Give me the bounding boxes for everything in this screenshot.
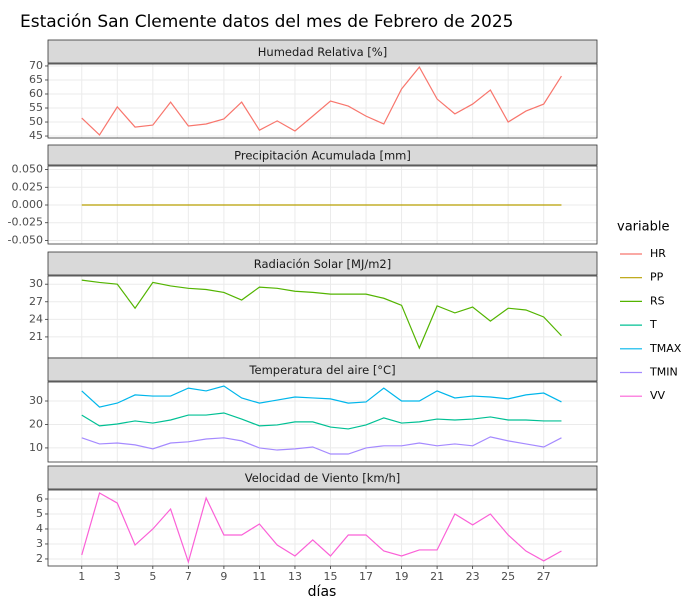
data-line	[81, 279, 562, 350]
legend-title: variable	[617, 220, 669, 235]
data-line	[81, 412, 562, 430]
panel-border	[47, 63, 598, 139]
data-line	[81, 492, 562, 564]
y-tick-label: -0.025	[8, 216, 43, 229]
y-tick-label: 0.050	[12, 163, 44, 176]
y-tick-label: 45	[29, 129, 43, 142]
y-tick-label: 2	[36, 552, 43, 565]
panel-background	[48, 64, 597, 138]
x-tick-label: 3	[114, 570, 121, 583]
y-tick-label: 55	[29, 101, 43, 114]
x-tick-label: 21	[430, 570, 444, 583]
legend-label: T	[649, 318, 657, 331]
y-tick-label: 60	[29, 87, 43, 100]
legend-label: RS	[650, 294, 665, 307]
x-tick-label: 23	[466, 570, 480, 583]
x-tick-label: 15	[323, 570, 337, 583]
x-tick-label: 13	[288, 570, 302, 583]
y-tick-label: 20	[29, 417, 43, 430]
x-tick-label: 5	[149, 570, 156, 583]
x-tick-label: 19	[395, 570, 409, 583]
panel-background	[48, 490, 597, 566]
legend-label: VV	[650, 389, 666, 402]
y-tick-label: 27	[29, 295, 43, 308]
data-line	[81, 385, 562, 408]
legend-label: HR	[650, 247, 666, 260]
strip-title: Radiación Solar [MJ/m2]	[254, 257, 391, 271]
y-tick-label: 5	[36, 507, 43, 520]
y-tick-label: 65	[29, 73, 43, 86]
chart-title: Estación San Clemente datos del mes de F…	[20, 12, 513, 32]
y-tick-label: 3	[36, 537, 43, 550]
y-tick-label: 10	[29, 441, 43, 454]
y-tick-label: 21	[29, 330, 43, 343]
y-tick-label: -0.050	[8, 233, 43, 246]
strip-title: Velocidad de Viento [km/h]	[245, 471, 401, 485]
strip-title: Temperatura del aire [°C]	[248, 363, 395, 377]
data-line	[81, 66, 562, 136]
y-tick-label: 0.025	[12, 180, 44, 193]
y-tick-label: 24	[29, 312, 43, 325]
x-tick-label: 25	[501, 570, 515, 583]
x-axis-title: días	[308, 584, 337, 598]
panel-background	[48, 276, 597, 358]
x-tick-label: 7	[185, 570, 192, 583]
x-tick-label: 27	[537, 570, 551, 583]
y-tick-label: 30	[29, 277, 43, 290]
legend-label: TMIN	[649, 366, 678, 379]
x-tick-label: 11	[252, 570, 266, 583]
strip	[47, 39, 598, 64]
strip	[47, 251, 598, 276]
data-line	[81, 436, 562, 455]
x-tick-label: 9	[220, 570, 227, 583]
legend-label: PP	[650, 271, 664, 284]
panel-border	[47, 381, 598, 463]
y-tick-label: 50	[29, 115, 43, 128]
strip-title: Humedad Relativa [%]	[258, 45, 387, 59]
y-tick-label: 6	[36, 492, 43, 505]
panel-border	[47, 489, 598, 567]
strip-title: Precipitación Acumulada [mm]	[234, 149, 411, 163]
y-tick-label: 30	[29, 394, 43, 407]
y-tick-label: 0.000	[12, 198, 44, 211]
x-tick-label: 17	[359, 570, 373, 583]
panel-border	[47, 165, 598, 245]
x-tick-label: 1	[78, 570, 85, 583]
strip	[47, 465, 598, 490]
strip	[47, 144, 598, 166]
y-tick-label: 70	[29, 59, 43, 72]
strip	[47, 357, 598, 382]
legend-label: TMAX	[649, 342, 682, 355]
y-tick-label: 4	[36, 522, 43, 535]
